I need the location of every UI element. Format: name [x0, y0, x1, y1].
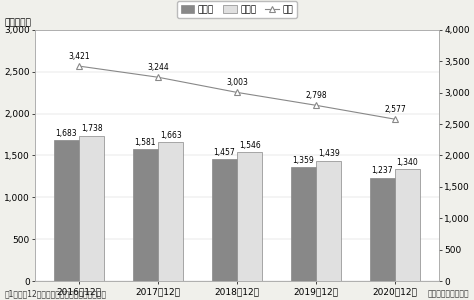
- Text: 1,359: 1,359: [292, 156, 314, 165]
- Text: 矢野経済研究所調べ: 矢野経済研究所調べ: [428, 290, 469, 298]
- 全国: [76, 64, 82, 68]
- Bar: [133, 149, 158, 281]
- Text: 3,421: 3,421: [68, 52, 90, 61]
- 全国: [155, 75, 161, 79]
- Bar: [237, 152, 262, 281]
- Text: 1,546: 1,546: [239, 140, 261, 149]
- Text: 1,683: 1,683: [55, 129, 77, 138]
- Text: 1,581: 1,581: [135, 138, 156, 147]
- Text: 注1．各年12月末現在の企業数（右軸は全国）: 注1．各年12月末現在の企業数（右軸は全国）: [5, 290, 107, 298]
- Text: 1,340: 1,340: [397, 158, 419, 167]
- Bar: [370, 178, 395, 281]
- Bar: [291, 167, 316, 281]
- Text: 3,244: 3,244: [147, 63, 169, 72]
- Text: 1,237: 1,237: [372, 167, 393, 176]
- Text: 2,577: 2,577: [384, 105, 406, 114]
- Text: 1,738: 1,738: [81, 124, 102, 134]
- Text: 1,439: 1,439: [318, 149, 339, 158]
- Bar: [158, 142, 183, 281]
- Bar: [212, 159, 237, 281]
- 全国: [313, 103, 319, 107]
- Bar: [54, 140, 79, 281]
- Bar: [316, 160, 341, 281]
- 全国: [392, 117, 398, 121]
- Text: 1,457: 1,457: [213, 148, 235, 157]
- Bar: [79, 136, 104, 281]
- 全国: [234, 91, 240, 94]
- Text: 1,663: 1,663: [160, 131, 182, 140]
- Text: 2,798: 2,798: [305, 91, 327, 100]
- Bar: [395, 169, 420, 281]
- Line: 全国: 全国: [76, 63, 398, 122]
- Legend: 東日本, 西日本, 全国: 東日本, 西日本, 全国: [177, 2, 297, 18]
- Text: 3,003: 3,003: [226, 78, 248, 87]
- Text: （企業数）: （企業数）: [5, 18, 31, 27]
